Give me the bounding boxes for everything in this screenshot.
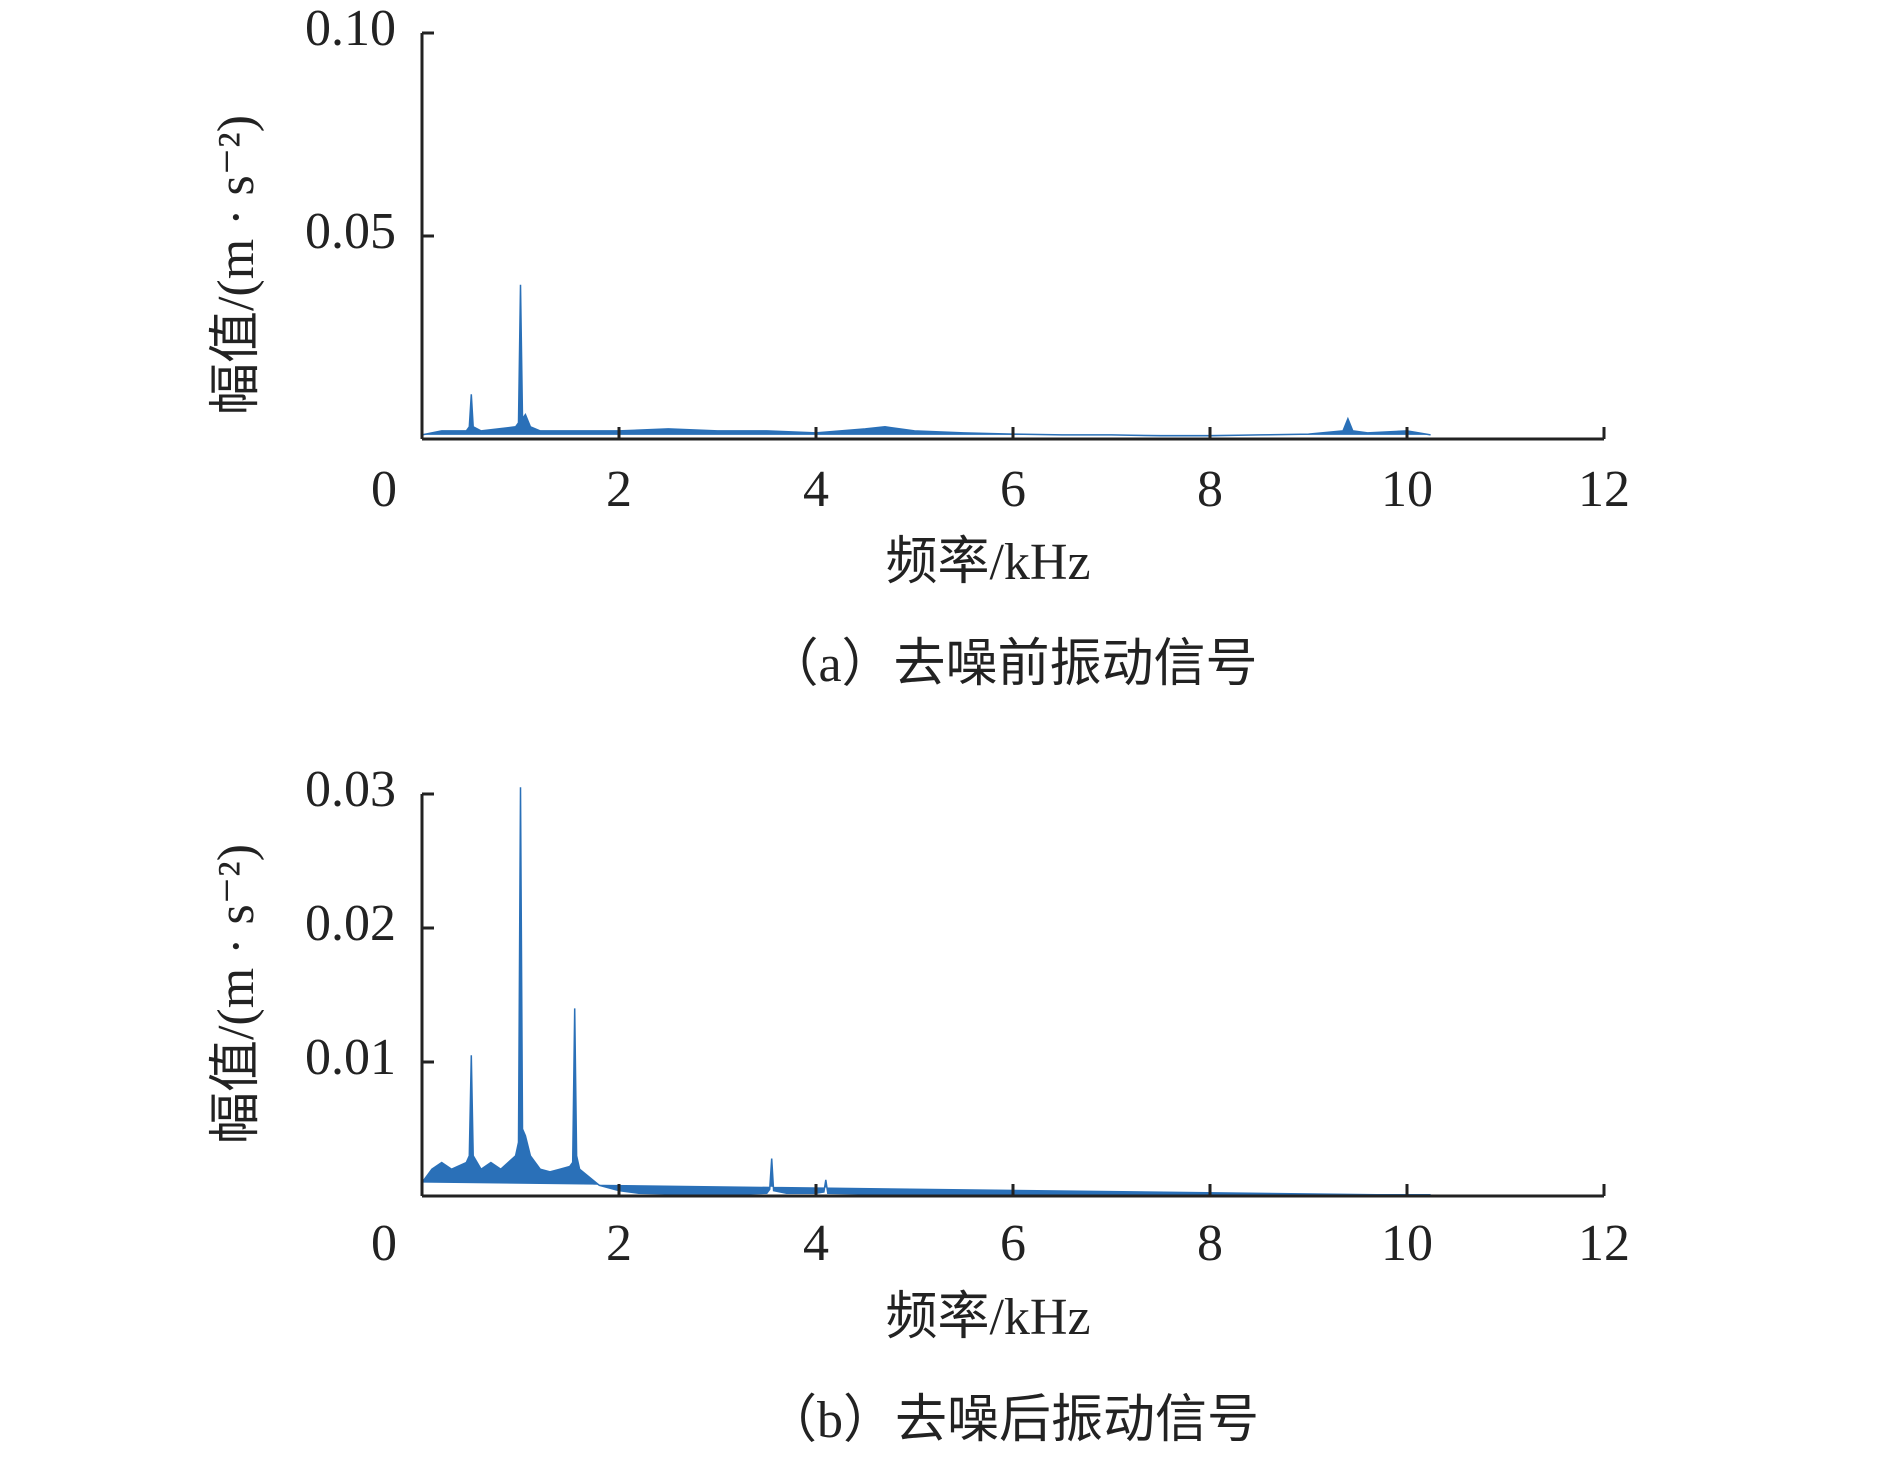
x-axis-title: 频率/kHz — [885, 534, 1090, 591]
x-tick-label: 8 — [1197, 1215, 1223, 1272]
y-axis-title: 幅值/(m · s⁻²) — [208, 844, 265, 1144]
x-tick-label: 12 — [1578, 461, 1630, 518]
y-tick-label: 0.01 — [305, 1029, 396, 1086]
y-tick-label: 0.02 — [305, 895, 396, 952]
spectrum — [421, 787, 1431, 1196]
x-tick-label: 12 — [1578, 1215, 1630, 1272]
x-tick-label: 2 — [606, 1215, 632, 1272]
spectrum — [421, 284, 1431, 437]
caption: （a）去噪前振动信号 — [766, 636, 1257, 693]
x-tick-label: 6 — [1000, 461, 1026, 518]
x-tick-label: 2 — [606, 461, 632, 518]
x-tick-label: 10 — [1381, 461, 1433, 518]
x-tick-label: 8 — [1197, 461, 1223, 518]
x-tick-label: 0 — [371, 461, 397, 518]
y-tick-label: 0.03 — [305, 761, 396, 818]
y-axis-title: 幅值/(m · s⁻²) — [208, 115, 265, 415]
caption: （b）去噪后振动信号 — [765, 1392, 1259, 1449]
x-tick-label: 4 — [803, 1215, 829, 1272]
x-tick-label: 10 — [1381, 1215, 1433, 1272]
x-axis-title: 频率/kHz — [885, 1289, 1090, 1346]
x-tick-label: 0 — [371, 1215, 397, 1272]
x-tick-label: 6 — [1000, 1215, 1026, 1272]
x-tick-label: 4 — [803, 461, 829, 518]
y-tick-label: 0.05 — [305, 203, 396, 260]
y-tick-label: 0.10 — [305, 0, 396, 57]
